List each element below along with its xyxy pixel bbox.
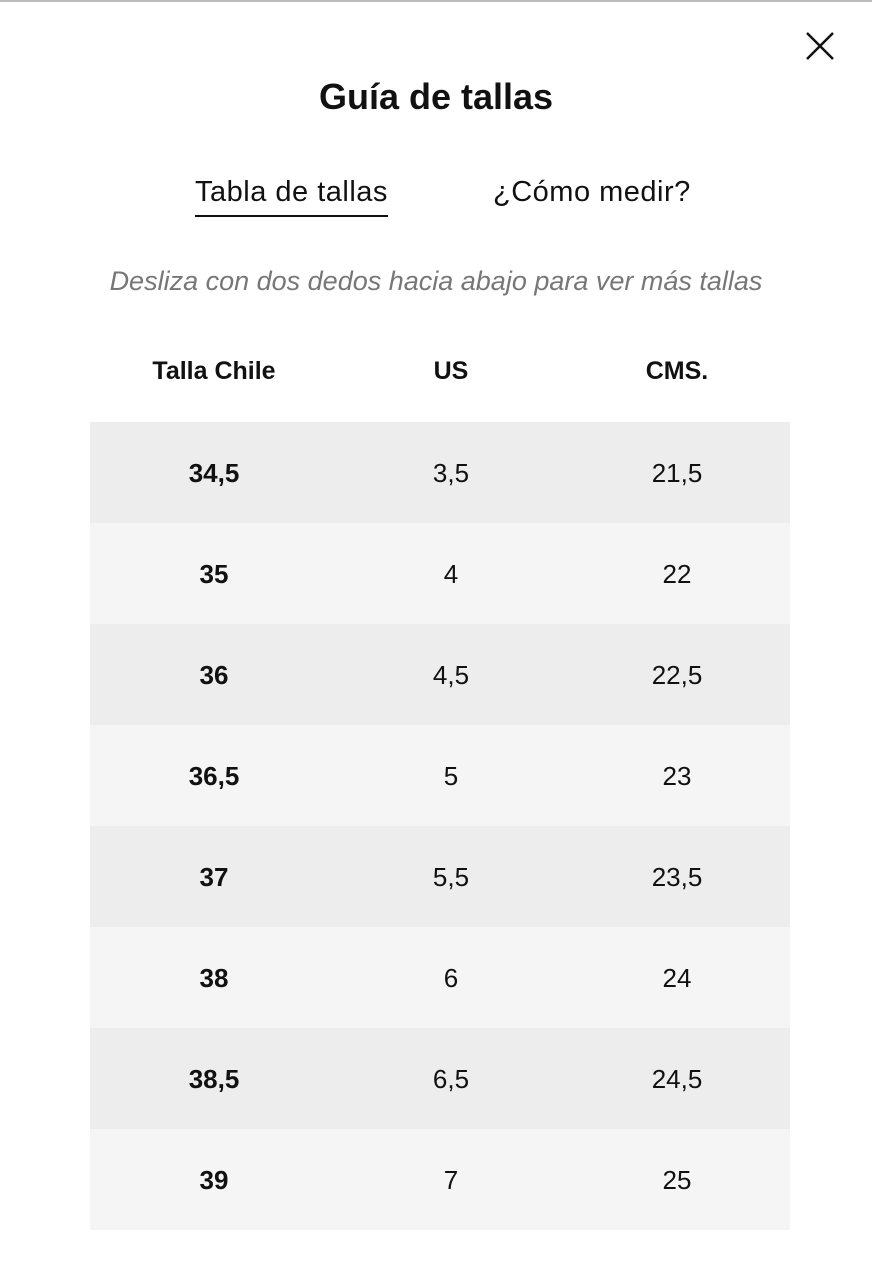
table-cell: 39 — [199, 1165, 229, 1195]
column-header: Talla Chile — [152, 357, 276, 385]
table-row: 37 5,5 23,5 — [90, 826, 790, 927]
top-border — [0, 0, 872, 2]
table-cell: 7 — [443, 1165, 459, 1195]
table-cell: 5 — [443, 761, 459, 791]
column-header: US — [433, 357, 469, 385]
table-row: 34,5 3,5 21,5 — [90, 422, 790, 523]
table-cell: 21,5 — [651, 458, 703, 488]
table-cell: 23 — [662, 761, 692, 791]
table-cell: 37 — [199, 862, 229, 892]
table-cell: 38 — [199, 963, 229, 993]
table-cell: 22 — [662, 559, 692, 589]
table-cell: 34,5 — [188, 458, 240, 488]
table-cell: 4,5 — [432, 660, 470, 690]
table-row: 36 4,5 22,5 — [90, 624, 790, 725]
table-cell: 24 — [662, 963, 692, 993]
table-cell: 23,5 — [651, 862, 703, 892]
close-button[interactable] — [804, 30, 836, 62]
table-cell: 38,5 — [188, 1064, 240, 1094]
table-cell: 5,5 — [432, 862, 470, 892]
table-cell: 4 — [443, 559, 459, 589]
table-cell: 24,5 — [651, 1064, 703, 1094]
tab[interactable]: Tabla de tallas — [195, 176, 388, 217]
table-cell: 22,5 — [651, 660, 703, 690]
table-cell: 6,5 — [432, 1064, 470, 1094]
table-cell: 6 — [443, 963, 459, 993]
table-row: 36,5 5 23 — [90, 725, 790, 826]
table-row: 39 7 25 — [90, 1129, 790, 1230]
table-row: 35 4 22 — [90, 523, 790, 624]
modal-title: Guía de tallas — [318, 76, 554, 117]
tab[interactable]: ¿Cómo medir? — [493, 176, 691, 208]
table-cell: 36,5 — [188, 761, 240, 791]
size-table: 34,5 3,5 21,5 35 4 22 36 4,5 22,5 36,5 5 23 37 5,5 23,… — [90, 422, 790, 1230]
hint-text: Desliza con dos dedos hacia abajo para v… — [109, 266, 763, 296]
table-cell: 35 — [199, 559, 229, 589]
column-header: CMS. — [645, 357, 709, 385]
table-cell: 36 — [199, 660, 229, 690]
table-row: 38,5 6,5 24,5 — [90, 1028, 790, 1129]
table-cell: 25 — [662, 1165, 692, 1195]
table-cell: 3,5 — [432, 458, 470, 488]
table-row: 38 6 24 — [90, 927, 790, 1028]
